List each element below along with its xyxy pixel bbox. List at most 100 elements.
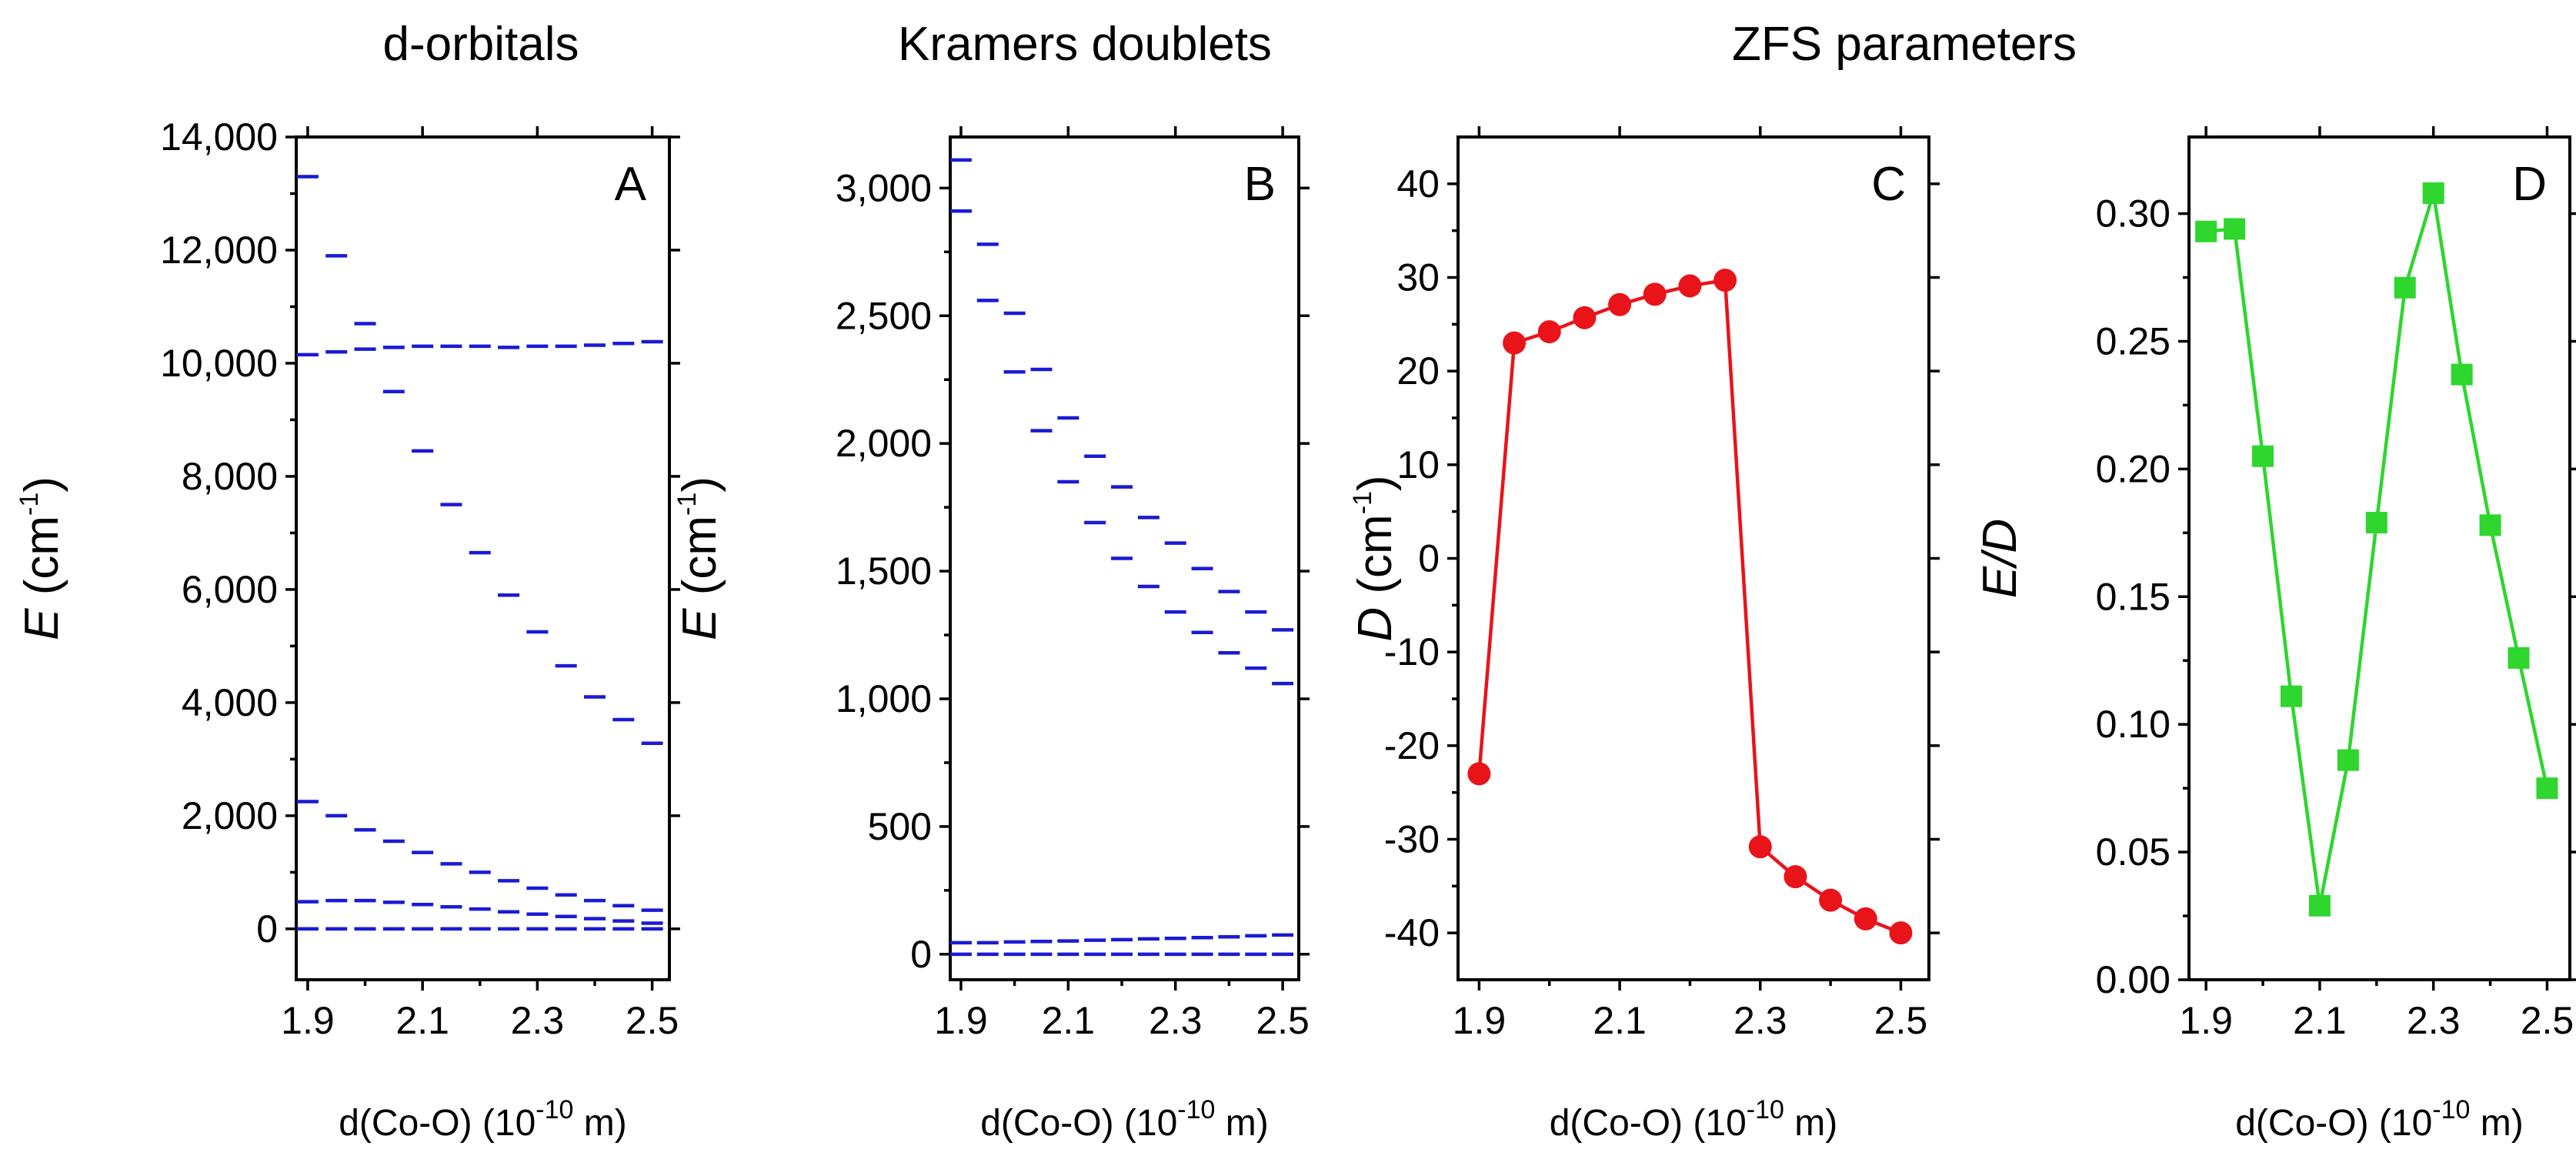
header-kramers-doublets: Kramers doublets bbox=[898, 18, 1272, 71]
x-axis-label-unit: m) bbox=[2470, 1103, 2523, 1144]
data-point bbox=[2252, 445, 2274, 467]
y-axis-label-variable: E bbox=[673, 608, 726, 640]
y-tick-label: -40 bbox=[1384, 911, 1440, 954]
x-axis-label: d(Co-O) (10-10 m) bbox=[980, 1095, 1269, 1144]
x-axis-label-unit: m) bbox=[1784, 1103, 1837, 1144]
x-axis-label-main: d(Co-O) (10 bbox=[2235, 1103, 2432, 1144]
data-point bbox=[2224, 218, 2246, 240]
data-point bbox=[1643, 282, 1667, 306]
data-point bbox=[2394, 276, 2416, 299]
data-point bbox=[2280, 685, 2302, 707]
data-point bbox=[2536, 777, 2558, 800]
x-tick-label: 1.9 bbox=[281, 999, 335, 1042]
x-axis-label-exponent: -10 bbox=[1177, 1095, 1215, 1124]
series-doublet-2 bbox=[949, 933, 1294, 945]
x-axis-label-main: d(Co-O) (10 bbox=[980, 1103, 1177, 1144]
x-tick-label: 2.3 bbox=[1733, 999, 1787, 1042]
data-point bbox=[1784, 865, 1807, 889]
plot-frame bbox=[949, 135, 1300, 981]
x-tick-label: 1.9 bbox=[1453, 999, 1507, 1042]
x-axis-label: d(Co-O) (10-10 m) bbox=[2235, 1095, 2524, 1144]
panel-label: B bbox=[1244, 158, 1276, 211]
y-axis-label-close: ) bbox=[673, 476, 726, 493]
y-axis-label-unit: (cm bbox=[15, 516, 68, 609]
y-tick-label: 2,000 bbox=[182, 794, 278, 837]
x-tick-label: 2.5 bbox=[1874, 999, 1928, 1042]
y-tick-label: 0.25 bbox=[2096, 319, 2171, 362]
y-tick-label: 0 bbox=[910, 933, 932, 976]
x-axis-label-main: d(Co-O) (10 bbox=[1550, 1103, 1747, 1144]
y-tick-label: 0 bbox=[256, 907, 278, 951]
plot-frame bbox=[295, 135, 671, 981]
data-point bbox=[2365, 512, 2387, 534]
y-axis-label-exponent: -1 bbox=[672, 493, 702, 516]
series-doublet-3 bbox=[949, 209, 1294, 686]
y-axis-label: E (cm-1) bbox=[672, 476, 726, 640]
y-tick-label: 12,000 bbox=[160, 229, 278, 272]
x-axis-label-unit: m) bbox=[1215, 1103, 1268, 1144]
y-axis-label-close: ) bbox=[1349, 475, 1402, 491]
data-point bbox=[2308, 894, 2331, 917]
data-point bbox=[2451, 363, 2473, 386]
x-axis-label-exponent: -10 bbox=[2432, 1095, 2470, 1124]
series-line bbox=[2205, 192, 2549, 907]
y-tick-label: 0.00 bbox=[2096, 958, 2171, 1001]
y-axis-label-unit: (cm bbox=[1349, 514, 1402, 607]
x-tick-label: 1.9 bbox=[934, 999, 988, 1042]
panel-B: 0 500 1,000 1,500 2,000 2,500 3,000 1.9 2.1 2.3 2.… bbox=[672, 126, 1310, 1144]
x-axis-label-unit: m) bbox=[573, 1103, 626, 1144]
y-tick-label: 2,000 bbox=[836, 422, 932, 465]
x-tick-label: 2.1 bbox=[395, 999, 449, 1042]
y-tick-label: 30 bbox=[1396, 256, 1440, 299]
x-tick-label: 2.3 bbox=[2407, 999, 2461, 1042]
x-axis-label: d(Co-O) (10-10 m) bbox=[1550, 1095, 1838, 1144]
y-tick-label: -30 bbox=[1384, 818, 1440, 861]
x-tick-label: 2.1 bbox=[1593, 999, 1647, 1042]
data-point bbox=[1854, 907, 1877, 930]
data-point bbox=[1819, 888, 1843, 912]
y-axis-label-variable: E/D bbox=[1974, 519, 2027, 598]
data-point bbox=[1467, 762, 1491, 786]
y-tick-label: 0.30 bbox=[2096, 192, 2171, 236]
x-tick-label: 1.9 bbox=[2179, 999, 2233, 1042]
y-axis-label-exponent: -1 bbox=[1348, 491, 1377, 514]
series-level-2 bbox=[296, 898, 663, 925]
x-axis-label-exponent: -10 bbox=[536, 1095, 573, 1124]
y-tick-label: 10 bbox=[1396, 443, 1440, 486]
y-axis-label-unit: (cm bbox=[673, 516, 726, 609]
header-zfs-parameters: ZFS parameters bbox=[1732, 18, 2077, 71]
y-axis-label-close: ) bbox=[15, 476, 68, 493]
y-tick-label: -20 bbox=[1384, 724, 1440, 767]
panel-C: -40 -30 -20 -10 0 10 20 30 40 1.9 2.1 2.3 2.5 d(Co-O)… bbox=[1348, 126, 1940, 1144]
data-point bbox=[2195, 220, 2217, 242]
x-tick-label: 2.5 bbox=[626, 999, 679, 1042]
y-tick-label: 2,500 bbox=[836, 294, 932, 337]
data-point bbox=[2422, 182, 2444, 204]
y-tick-label: 0.15 bbox=[2096, 575, 2171, 618]
y-tick-label: 0.10 bbox=[2096, 703, 2171, 746]
data-point bbox=[2337, 749, 2359, 771]
data-point bbox=[1608, 292, 1632, 316]
x-tick-label: 2.5 bbox=[1256, 999, 1310, 1042]
y-axis-label-variable: E bbox=[15, 608, 68, 640]
y-tick-label: 1,000 bbox=[836, 677, 932, 720]
data-point bbox=[1537, 320, 1561, 344]
panel-label: C bbox=[1871, 158, 1906, 211]
series-line bbox=[1477, 278, 1902, 935]
y-tick-label: 10,000 bbox=[160, 342, 278, 385]
series-level-3 bbox=[296, 800, 663, 912]
x-tick-label: 2.3 bbox=[511, 999, 565, 1042]
y-axis-label: E/D bbox=[1974, 519, 2027, 598]
x-axis-label-exponent: -10 bbox=[1747, 1095, 1784, 1124]
data-point bbox=[2508, 646, 2530, 669]
data-point bbox=[1889, 921, 1913, 945]
y-tick-label: 8,000 bbox=[182, 455, 278, 498]
y-tick-label: 0.20 bbox=[2096, 447, 2171, 490]
data-point bbox=[1573, 306, 1597, 329]
panel-label: D bbox=[2512, 158, 2547, 211]
panel-D: 0.00 0.05 0.10 0.15 0.20 0.25 0.30 1.9 2.1 2.3 2.5… bbox=[1974, 126, 2576, 1144]
x-tick-label: 2.1 bbox=[1042, 999, 1096, 1042]
series-level-5 bbox=[296, 175, 663, 746]
plot-frame bbox=[2187, 135, 2571, 981]
